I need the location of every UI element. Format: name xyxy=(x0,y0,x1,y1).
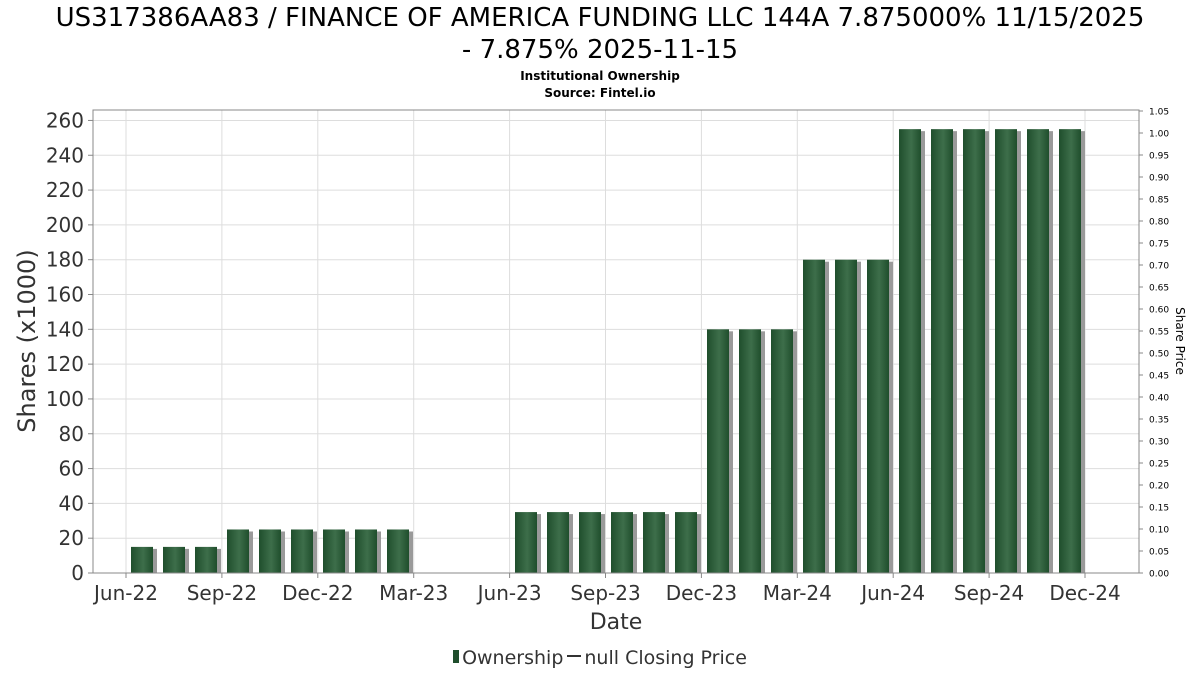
ownership-bar xyxy=(611,512,633,573)
y-tick-label: 140 xyxy=(46,317,84,341)
x-tick-label: Mar-24 xyxy=(763,581,832,605)
y2-tick-label: 0.80 xyxy=(1149,218,1169,228)
ownership-bar xyxy=(547,512,569,573)
ownership-bar xyxy=(1059,129,1081,574)
plot-border xyxy=(92,109,1140,574)
ownership-bar xyxy=(387,529,409,573)
ownership-bar xyxy=(963,129,985,574)
ownership-bar xyxy=(707,329,729,573)
ownership-bar xyxy=(131,546,153,573)
ownership-legend-swatch xyxy=(453,650,460,663)
y2-tick-label: 0.75 xyxy=(1149,240,1169,250)
x-tick-label: Mar-23 xyxy=(379,581,448,605)
chart-title-line-2: - 7.875% 2025-11-15 xyxy=(461,35,739,65)
legend-ownership-label: Ownership xyxy=(462,647,564,669)
y2-tick-label: 0.35 xyxy=(1149,416,1169,426)
ownership-bar xyxy=(739,329,761,573)
x-tick-label: Jun-24 xyxy=(859,581,925,605)
chart-subtitle: Institutional Ownership xyxy=(520,69,680,83)
ownership-bar xyxy=(1027,129,1049,574)
y2-axis-title: Share Price xyxy=(1173,307,1187,375)
y2-tick-label: 1.00 xyxy=(1149,130,1169,140)
y-tick-label: 20 xyxy=(59,526,84,550)
y2-tick-label: 0.05 xyxy=(1149,548,1169,558)
ownership-bar xyxy=(867,259,889,573)
ownership-bar xyxy=(291,529,313,573)
y2-tick-label: 0.85 xyxy=(1149,196,1169,206)
ownership-bar xyxy=(515,512,537,573)
x-tick-label: Sep-22 xyxy=(187,581,257,605)
legend-price-label: null Closing Price xyxy=(584,647,747,669)
y-tick-label: 40 xyxy=(59,491,84,515)
y-tick-label: 200 xyxy=(46,213,84,237)
y2-tick-label: 0.45 xyxy=(1149,372,1169,382)
ownership-chart: 0 20 40 60 80 100 120 140 160 180 200 220 240 260 0.00… xyxy=(13,108,1187,636)
ownership-bar xyxy=(995,129,1017,574)
y-tick-label: 0 xyxy=(71,561,84,585)
x-tick-label: Jun-23 xyxy=(476,581,542,605)
ownership-bar xyxy=(675,512,697,573)
ownership-bar xyxy=(163,546,185,573)
y-tick-label: 260 xyxy=(46,108,84,132)
y2-tick-label: 0.25 xyxy=(1149,460,1169,470)
y-tick-label: 180 xyxy=(46,248,84,272)
ownership-bar xyxy=(227,529,249,573)
y-tick-label: 160 xyxy=(46,283,84,307)
chart-title-line-1: US317386AA83 / FINANCE OF AMERICA FUNDIN… xyxy=(55,3,1145,33)
y-tick-label: 60 xyxy=(59,457,84,481)
price-legend-swatch xyxy=(567,654,582,657)
ownership-bar xyxy=(835,259,857,573)
y2-tick-label: 0.50 xyxy=(1149,350,1169,360)
ownership-bar xyxy=(643,512,665,573)
ownership-bar xyxy=(899,129,921,574)
x-axis-title: Date xyxy=(590,610,643,635)
y2-tick-label: 0.00 xyxy=(1149,570,1169,580)
y2-tick-label: 0.55 xyxy=(1149,328,1169,338)
y2-tick-label: 0.15 xyxy=(1149,504,1169,514)
y2-tick-label: 0.20 xyxy=(1149,482,1169,492)
ownership-bar xyxy=(195,546,217,573)
y2-tick-label: 0.40 xyxy=(1149,394,1169,404)
ownership-bar xyxy=(355,529,377,573)
chart-legend: Ownership null Closing Price xyxy=(0,647,1200,669)
ownership-bar xyxy=(931,129,953,574)
y2-tick-label: 0.90 xyxy=(1149,174,1169,184)
y2-tick-label: 0.95 xyxy=(1149,152,1169,162)
ownership-bar xyxy=(803,259,825,573)
y-tick-label: 100 xyxy=(46,387,84,411)
x-tick-label: Dec-23 xyxy=(666,581,737,605)
ownership-bar xyxy=(259,529,281,573)
y-tick-label: 220 xyxy=(46,178,84,202)
ownership-bar xyxy=(323,529,345,573)
y2-tick-label: 0.30 xyxy=(1149,438,1169,448)
x-tick-label: Dec-24 xyxy=(1049,581,1120,605)
y-tick-label: 120 xyxy=(46,352,84,376)
chart-source: Source: Fintel.io xyxy=(544,86,656,100)
y2-tick-label: 0.60 xyxy=(1149,306,1169,316)
x-tick-label: Dec-22 xyxy=(282,581,353,605)
ownership-bar xyxy=(771,329,793,573)
y2-tick-label: 0.65 xyxy=(1149,284,1169,294)
y-tick-label: 240 xyxy=(46,143,84,167)
ownership-bar xyxy=(579,512,601,573)
x-tick-label: Sep-24 xyxy=(954,581,1024,605)
y2-tick-label: 0.10 xyxy=(1149,526,1169,536)
x-tick-label: Sep-23 xyxy=(570,581,640,605)
x-tick-label: Jun-22 xyxy=(92,581,158,605)
y-axis-title: Shares (x1000) xyxy=(13,249,41,432)
y2-tick-label: 0.70 xyxy=(1149,262,1169,272)
y2-tick-label: 1.05 xyxy=(1149,108,1169,118)
y-tick-label: 80 xyxy=(59,422,84,446)
